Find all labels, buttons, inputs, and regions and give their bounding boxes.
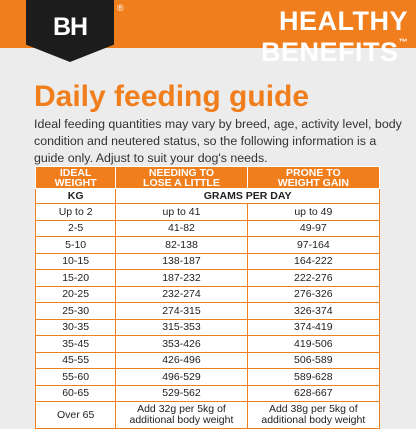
weight-cell: 60-65 (34, 384, 117, 402)
gain-cell: Add 38g per 5kg of additional body weight (246, 401, 381, 429)
table-row: 30-35 315-353 374-419 (34, 318, 381, 336)
table-row-over-65: Over 65 Add 32g per 5kg of additional body… (34, 401, 381, 429)
lose-cell: Add 32g per 5kg of additional body weight (115, 401, 248, 429)
table-row: 25-30 274-315 326-374 (34, 302, 381, 320)
lose-cell: 529-562 (115, 384, 248, 402)
gain-cell: 589-628 (246, 368, 381, 386)
weight-cell: 45-55 (34, 351, 117, 369)
gain-cell: 164-222 (246, 252, 381, 270)
table-row: 20-25 232-274 276-326 (34, 285, 381, 303)
weight-cell: 55-60 (34, 368, 117, 386)
gain-cell: 97-164 (246, 236, 381, 254)
gain-cell: 506-589 (246, 351, 381, 369)
weight-cell: 10-15 (34, 252, 117, 270)
lose-cell: 315-353 (115, 318, 248, 336)
page-heading: Daily feeding guide (34, 80, 310, 113)
trademark: ™ (398, 37, 408, 47)
table-row: 45-55 426-496 506-589 (34, 351, 381, 369)
weight-cell: 35-45 (34, 335, 117, 353)
feeding-table: IDEAL WEIGHT NEEDING TO LOSE A LITTLE PRON… (34, 166, 381, 429)
header-title: HEALTHY BENEFITS™ (128, 6, 408, 68)
registered-mark: ® (117, 3, 124, 13)
weight-cell: 15-20 (34, 269, 117, 287)
header-ideal-weight: IDEAL WEIGHT (34, 166, 117, 189)
gain-cell: 326-374 (246, 302, 381, 320)
lose-cell: 187-232 (115, 269, 248, 287)
weight-cell: Up to 2 (34, 203, 117, 221)
table-row: 55-60 496-529 589-628 (34, 368, 381, 386)
gain-cell: 222-276 (246, 269, 381, 287)
lose-cell: 138-187 (115, 252, 248, 270)
header-lose-a-little: NEEDING TO LOSE A LITTLE (115, 166, 248, 189)
lose-cell: 426-496 (115, 351, 248, 369)
gain-cell: up to 49 (246, 203, 381, 221)
lose-cell: 353-426 (115, 335, 248, 353)
intro-text: Ideal feeding quantities may vary by bre… (34, 117, 402, 165)
lose-cell: 232-274 (115, 285, 248, 303)
weight-cell: 20-25 (34, 285, 117, 303)
gain-cell: 49-97 (246, 219, 381, 237)
lose-cell: 41-82 (115, 219, 248, 237)
weight-cell: 25-30 (34, 302, 117, 320)
grams-per-day-cell: GRAMS PER DAY (115, 188, 380, 204)
gain-cell: 276-326 (246, 285, 381, 303)
table-row: 10-15 138-187 164-222 (34, 252, 381, 270)
unit-cell: KG (34, 188, 117, 204)
header-banner: BH ® HEALTHY BENEFITS™ (0, 0, 416, 67)
table-row: 60-65 529-562 628-667 (34, 384, 381, 402)
gain-cell: 419-506 (246, 335, 381, 353)
header-weight-gain: PRONE TO WEIGHT GAIN (246, 166, 381, 189)
gain-cell: 374-419 (246, 318, 381, 336)
table-row: 2-5 41-82 49-97 (34, 219, 381, 237)
table-row: 5-10 82-138 97-164 (34, 236, 381, 254)
brand-logo: BH (26, 0, 114, 62)
header-title-text: HEALTHY BENEFITS (260, 6, 408, 67)
lose-cell: 274-315 (115, 302, 248, 320)
lose-cell: 82-138 (115, 236, 248, 254)
table-row: 15-20 187-232 222-276 (34, 269, 381, 287)
lose-cell: 496-529 (115, 368, 248, 386)
table-row: Up to 2 up to 41 up to 49 (34, 203, 381, 221)
table-row: 35-45 353-426 419-506 (34, 335, 381, 353)
weight-cell: 30-35 (34, 318, 117, 336)
weight-cell: 5-10 (34, 236, 117, 254)
gain-cell: 628-667 (246, 384, 381, 402)
weight-cell: Over 65 (34, 401, 117, 429)
lose-cell: up to 41 (115, 203, 248, 221)
weight-cell: 2-5 (34, 219, 117, 237)
